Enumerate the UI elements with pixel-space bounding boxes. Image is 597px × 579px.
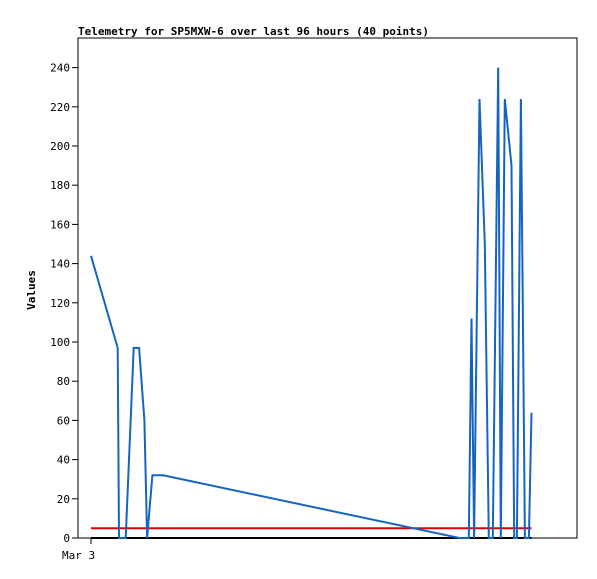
y-tick-label: 160	[50, 218, 70, 231]
series-layer	[90, 67, 533, 539]
y-tick-label: 80	[57, 375, 70, 388]
primary-series-line	[90, 67, 533, 539]
y-tick-label: 140	[50, 258, 70, 271]
y-tick-label: 100	[50, 336, 70, 349]
y-axis-label: Values	[25, 270, 38, 310]
y-tick-label: 40	[57, 454, 70, 467]
chart-title: Telemetry for SP5MXW-6 over last 96 hour…	[78, 25, 429, 38]
y-tick-label: 180	[50, 179, 70, 192]
x-tick-label: Mar 3	[62, 549, 95, 562]
y-tick-label: 220	[50, 101, 70, 114]
y-tick-label: 240	[50, 62, 70, 75]
y-tick-label: 0	[63, 532, 70, 545]
y-axis-ticks: 0 20 40 60 80 100 120 140 160 180 200 220 240	[50, 62, 78, 545]
y-tick-label: 200	[50, 140, 70, 153]
y-tick-label: 20	[57, 493, 70, 506]
y-tick-label: 120	[50, 297, 70, 310]
y-tick-label: 60	[57, 414, 70, 427]
